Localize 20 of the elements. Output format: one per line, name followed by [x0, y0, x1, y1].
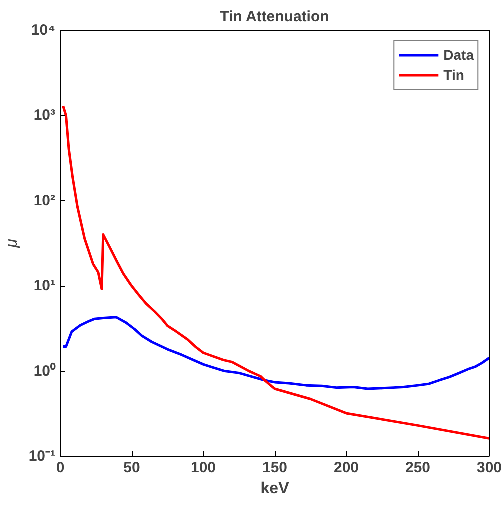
y-axis-title: μ — [4, 238, 21, 249]
chart-title: Tin Attenuation — [220, 8, 330, 26]
x-tick-label: 250 — [405, 460, 431, 476]
line-series — [62, 316, 490, 390]
y-tick-label: 10² — [34, 192, 56, 210]
x-tick-label: 0 — [56, 460, 65, 476]
legend-label: Data — [444, 47, 474, 63]
x-tick-label: 100 — [190, 460, 216, 476]
line-series — [62, 105, 490, 440]
y-tick-label: 10³ — [34, 107, 56, 124]
y-tick-label: 10⁰ — [34, 362, 56, 380]
x-tick-label: 50 — [124, 460, 140, 476]
y-tick-label: 10⁴ — [31, 22, 56, 39]
x-tick-label: 200 — [334, 460, 360, 476]
y-tick-label: 10⁻¹ — [28, 448, 56, 465]
x-axis-title: keV — [260, 480, 290, 498]
x-tick-label: 300 — [476, 460, 502, 476]
x-tick-label: 150 — [262, 460, 288, 476]
legend-label: Tin — [444, 67, 464, 83]
y-tick-label: 10¹ — [34, 278, 56, 295]
